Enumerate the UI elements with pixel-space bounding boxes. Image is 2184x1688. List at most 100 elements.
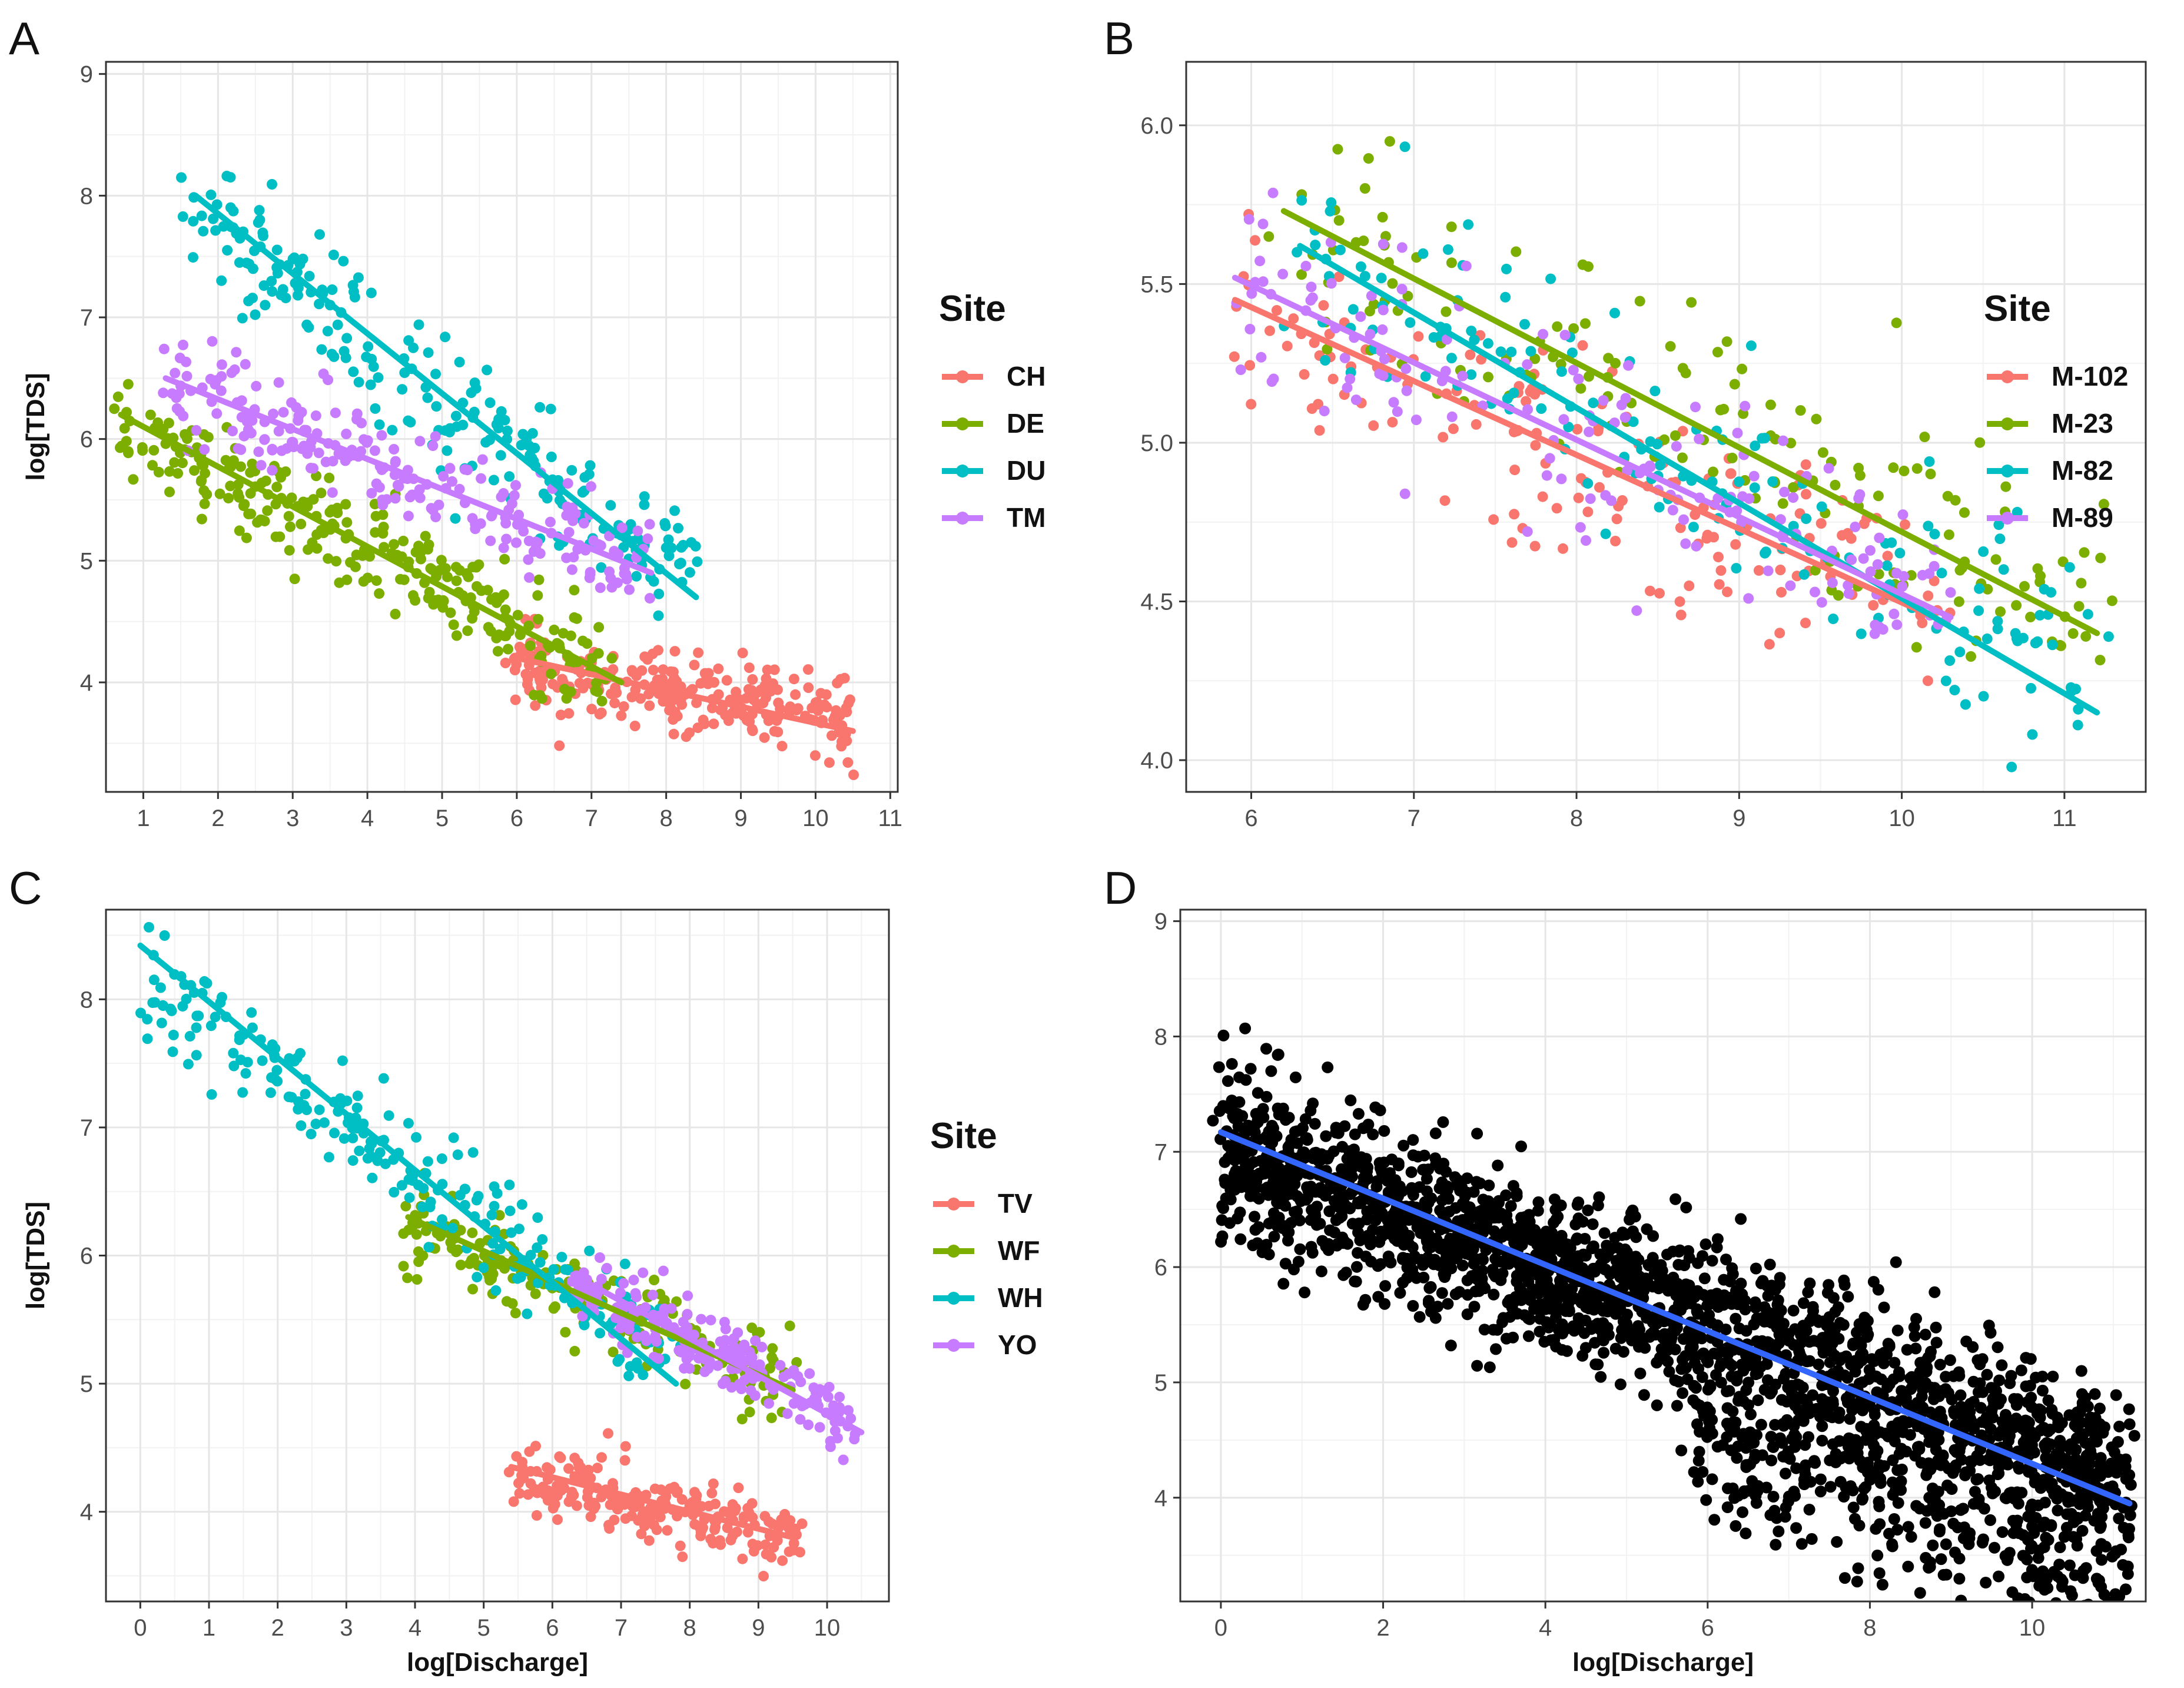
data-point: [1998, 564, 2009, 575]
legend-label: TV: [998, 1188, 1033, 1219]
data-point: [1445, 1339, 1457, 1352]
data-point: [374, 482, 385, 493]
data-point: [383, 1110, 394, 1121]
data-point: [1391, 1235, 1403, 1247]
data-point: [1737, 1506, 1748, 1518]
data-point: [196, 513, 207, 525]
data-point: [1972, 1386, 1984, 1398]
series-tv: [503, 1428, 808, 1581]
data-point: [2065, 682, 2076, 693]
data-point: [1402, 290, 1413, 301]
data-point: [1839, 1451, 1851, 1463]
data-point: [1946, 1394, 1958, 1405]
data-point: [1807, 1389, 1819, 1401]
data-point: [1752, 1394, 1764, 1407]
y-axis-title: log[TDS]: [21, 373, 50, 480]
data-point: [393, 481, 404, 492]
data-point: [1628, 416, 1639, 427]
data-point: [1561, 1345, 1573, 1357]
data-point: [1345, 1094, 1357, 1106]
data-point: [1300, 1193, 1312, 1206]
x-tick-label: 2: [271, 1615, 284, 1641]
data-point: [750, 1335, 761, 1347]
legend-key-point: [956, 512, 969, 525]
data-point: [1495, 346, 1506, 357]
data-point: [155, 982, 166, 993]
data-point: [366, 488, 377, 499]
data-point: [696, 1314, 707, 1325]
x-tick-label: 3: [340, 1615, 353, 1641]
data-point: [1250, 235, 1260, 246]
data-point: [1742, 1399, 1754, 1411]
data-point: [639, 491, 650, 502]
data-point: [1399, 141, 1410, 152]
data-point: [407, 590, 419, 601]
data-point: [1320, 1130, 1332, 1142]
data-point: [650, 1508, 661, 1519]
data-point: [337, 1055, 348, 1066]
data-point: [142, 1033, 153, 1044]
data-point: [1624, 1213, 1636, 1226]
data-point: [1256, 351, 1267, 363]
data-point: [1871, 1549, 1884, 1561]
data-point: [440, 331, 451, 343]
data-point: [722, 1522, 733, 1533]
data-point: [1299, 1113, 1312, 1125]
data-point: [1407, 1134, 1419, 1146]
data-point: [503, 644, 513, 655]
data-point: [834, 1391, 845, 1402]
x-tick-label: 10: [814, 1615, 841, 1641]
data-point: [1326, 197, 1337, 208]
data-point: [418, 1183, 429, 1194]
data-point: [1780, 1467, 1791, 1480]
data-point: [276, 472, 287, 483]
data-point: [1463, 219, 1474, 230]
data-point: [1944, 1354, 1956, 1367]
data-point: [489, 1200, 500, 1212]
data-point: [1795, 1538, 1808, 1550]
data-point: [1974, 437, 1986, 448]
data-point: [1851, 1576, 1863, 1588]
data-point: [159, 930, 170, 941]
data-point: [1300, 1132, 1312, 1145]
data-point: [1448, 423, 1459, 435]
data-point: [1378, 304, 1389, 316]
data-point: [181, 433, 192, 444]
data-point: [678, 1316, 689, 1328]
data-point: [608, 1347, 619, 1358]
data-point: [1838, 1572, 1851, 1584]
data-point: [280, 293, 291, 304]
data-point: [1213, 1105, 1226, 1117]
data-point: [672, 1511, 683, 1522]
data-point: [1868, 1419, 1880, 1431]
data-point: [1937, 1450, 1949, 1462]
data-point: [653, 588, 665, 599]
data-point: [366, 353, 377, 364]
data-point: [2066, 1589, 2078, 1601]
data-point: [1483, 372, 1493, 383]
data-point: [221, 171, 233, 181]
data-point: [1865, 566, 1876, 577]
data-point: [1755, 1418, 1767, 1431]
data-point: [584, 572, 595, 583]
data-point: [1292, 247, 1303, 258]
data-point: [732, 1350, 744, 1361]
data-point: [1490, 1343, 1502, 1355]
data-point: [2000, 1492, 2013, 1504]
data-point: [169, 457, 180, 468]
legend-item-m-102: M-102: [1987, 361, 2128, 392]
data-point: [387, 425, 398, 436]
data-point: [2090, 1545, 2103, 1557]
y-tick-label: 6: [80, 1243, 93, 1269]
data-point: [1671, 441, 1682, 452]
data-point: [804, 1368, 815, 1379]
data-point: [1872, 1284, 1884, 1296]
data-point: [459, 464, 470, 475]
data-point: [603, 1428, 613, 1439]
data-point: [1368, 420, 1379, 431]
data-point: [647, 1289, 658, 1301]
data-point: [371, 575, 382, 586]
data-point: [370, 403, 381, 414]
data-point: [1333, 215, 1345, 226]
data-point: [1531, 1269, 1544, 1281]
